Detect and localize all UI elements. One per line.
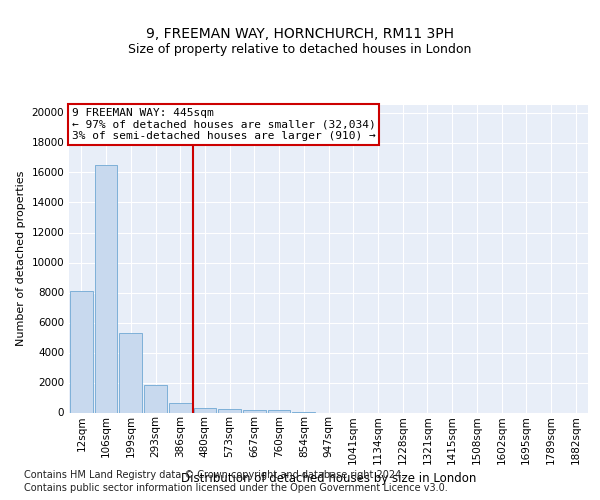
Text: Contains public sector information licensed under the Open Government Licence v3: Contains public sector information licen…	[24, 483, 448, 493]
Bar	[95, 165, 118, 412]
Bar	[243, 410, 266, 412]
Bar	[194, 408, 216, 412]
Bar	[119, 333, 142, 412]
Bar	[70, 291, 93, 412]
Text: Size of property relative to detached houses in London: Size of property relative to detached ho…	[128, 42, 472, 56]
Bar	[169, 403, 191, 412]
Bar	[144, 385, 167, 412]
Bar	[218, 409, 241, 412]
X-axis label: Distribution of detached houses by size in London: Distribution of detached houses by size …	[181, 472, 476, 486]
Y-axis label: Number of detached properties: Number of detached properties	[16, 171, 26, 346]
Text: Contains HM Land Registry data © Crown copyright and database right 2024.: Contains HM Land Registry data © Crown c…	[24, 470, 404, 480]
Text: 9 FREEMAN WAY: 445sqm
← 97% of detached houses are smaller (32,034)
3% of semi-d: 9 FREEMAN WAY: 445sqm ← 97% of detached …	[71, 108, 376, 142]
Text: 9, FREEMAN WAY, HORNCHURCH, RM11 3PH: 9, FREEMAN WAY, HORNCHURCH, RM11 3PH	[146, 28, 454, 42]
Bar	[268, 410, 290, 412]
